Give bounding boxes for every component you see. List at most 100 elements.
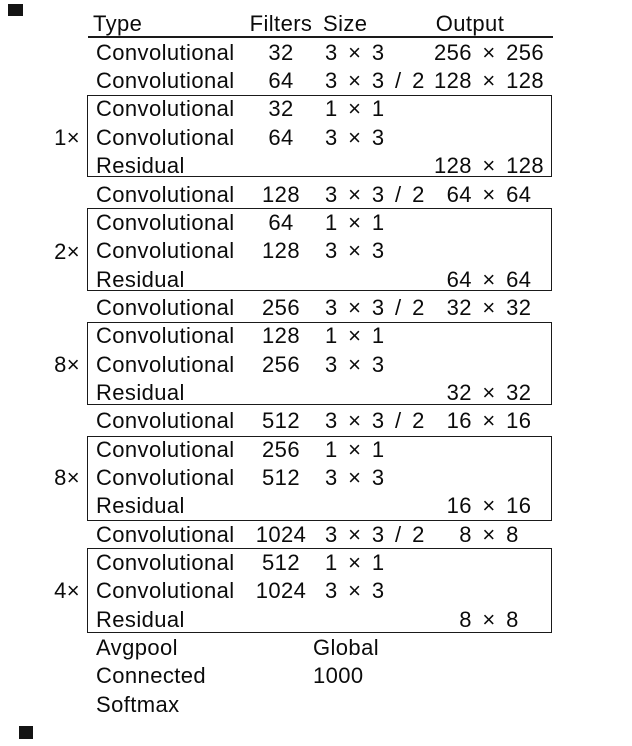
cell-filters: 512	[262, 408, 300, 434]
table-row: Residual 32 × 32	[88, 379, 553, 407]
cell-size: 3 × 3 / 2	[325, 408, 425, 434]
cell-size: 3 × 3 / 2	[325, 521, 425, 547]
table-header-row: Type Filters Size Output	[88, 11, 553, 38]
cell-type: Convolutional	[96, 549, 235, 575]
cell-filters: 64	[268, 68, 294, 94]
cell-type: Convolutional	[96, 436, 235, 462]
table-row: Convolutional 512 3 × 3	[88, 464, 553, 492]
cell-filters: 128	[262, 238, 300, 264]
cell-size: 3 × 3 / 2	[325, 294, 425, 320]
cell-output: 256 × 256	[433, 39, 545, 65]
cell-filters: 128	[262, 323, 300, 349]
table-row: Convolutional 64 1 × 1	[88, 209, 553, 237]
cell-filters: 512	[262, 549, 300, 575]
cell-filters	[201, 606, 361, 634]
cell-type: Convolutional	[96, 209, 235, 235]
cell-filters: 1024	[255, 578, 307, 604]
cell-output	[349, 124, 629, 152]
cell-type: Convolutional	[96, 96, 235, 122]
table-row: Convolutional 32 3 × 3 256 × 256	[88, 39, 553, 67]
cell-size: 1 × 1	[325, 549, 385, 575]
cell-output	[349, 549, 629, 577]
cell-filters	[201, 152, 361, 180]
cell-output: 16 × 16	[446, 493, 532, 519]
header-filters: Filters	[249, 11, 313, 36]
table-row: Residual 8 × 8	[88, 606, 553, 634]
table-row: Convolutional 1024 3 × 3 / 2 8 × 8	[88, 521, 553, 549]
cell-filters	[201, 379, 361, 407]
table-row: Convolutional 32 1 × 1	[88, 95, 553, 123]
cell-type: Convolutional	[96, 578, 235, 604]
block-multiplier-label: 8×	[54, 351, 80, 377]
cell-filters: 128	[262, 181, 300, 207]
cell-filters: 64	[268, 124, 294, 150]
table-row: Convolutional 128 1 × 1	[88, 322, 553, 350]
cell-filters: 256	[262, 436, 300, 462]
cell-output: 32 × 32	[446, 379, 532, 405]
table-row: Convolutional 256 1 × 1	[88, 436, 553, 464]
cell-size: 1 × 1	[325, 323, 385, 349]
header-type: Type	[93, 11, 143, 36]
cell-type: Residual	[96, 606, 185, 632]
table-row: Residual 128 × 128	[88, 152, 553, 180]
cell-type: Convolutional	[96, 181, 235, 207]
table-row: Convolutional 128 3 × 3	[88, 237, 553, 265]
cell-size: 3 × 3	[325, 578, 385, 604]
table-row: Convolutional 512 3 × 3 / 2 16 × 16	[88, 407, 553, 435]
cell-size: 1 × 1	[325, 436, 385, 462]
cell-type: Convolutional	[96, 238, 235, 264]
cell-output	[349, 351, 629, 379]
cell-type: Residual	[96, 379, 185, 405]
table-row: Convolutional 1024 3 × 3	[88, 577, 553, 605]
cell-output: 8 × 8	[459, 521, 519, 547]
residual-block-box-3	[87, 322, 552, 405]
cell-size: 3 × 3 / 2	[325, 181, 425, 207]
cell-filters: 1024	[255, 521, 307, 547]
cell-output	[349, 95, 629, 123]
cell-type: Softmax	[96, 691, 180, 717]
cell-type: Convolutional	[96, 351, 235, 377]
cell-size: Global	[313, 635, 379, 661]
residual-block-box-2	[87, 208, 552, 291]
table-row: Avgpool Global	[88, 634, 553, 662]
cell-output	[349, 322, 629, 350]
block-multiplier-label: 4×	[54, 578, 80, 604]
table-body: Convolutional 32 3 × 3 256 × 256 Convolu…	[88, 39, 553, 719]
table-row: Convolutional 512 1 × 1	[88, 549, 553, 577]
cell-output	[349, 209, 629, 237]
cell-size: 1 × 1	[325, 209, 385, 235]
cell-output: 8 × 8	[459, 606, 519, 632]
cell-output: 16 × 16	[446, 408, 532, 434]
cell-type: Avgpool	[96, 635, 178, 661]
cell-type: Convolutional	[96, 68, 235, 94]
cell-type: Convolutional	[96, 521, 235, 547]
cell-type: Residual	[96, 493, 185, 519]
cell-size: 1000	[313, 663, 364, 689]
cell-type: Convolutional	[96, 124, 235, 150]
cell-filters	[201, 492, 361, 520]
block-multiplier-label: 8×	[54, 465, 80, 490]
scan-artifact-top-left	[8, 4, 23, 16]
cell-size: 3 × 3	[325, 124, 385, 150]
cell-output: 64 × 64	[446, 181, 532, 207]
cell-size: 3 × 3	[325, 351, 385, 377]
table-row: Convolutional 256 3 × 3	[88, 351, 553, 379]
table-row: Convolutional 64 3 × 3	[88, 124, 553, 152]
cell-type: Residual	[96, 266, 185, 292]
cell-filters: 512	[262, 464, 300, 490]
cell-type: Convolutional	[96, 464, 235, 490]
cell-filters	[201, 266, 361, 294]
table-row: Convolutional 128 3 × 3 / 2 64 × 64	[88, 181, 553, 209]
header-output: Output	[435, 11, 505, 36]
cell-filters: 256	[262, 294, 300, 320]
cell-type: Convolutional	[96, 408, 235, 434]
header-size: Size	[323, 11, 368, 36]
cell-type: Convolutional	[96, 294, 235, 320]
scan-artifact-bottom-left	[19, 726, 33, 739]
cell-type: Residual	[96, 153, 185, 179]
table-row: Connected 1000	[88, 662, 553, 690]
cell-filters: 256	[262, 351, 300, 377]
cell-filters: 32	[268, 96, 294, 122]
cell-output	[349, 577, 629, 605]
